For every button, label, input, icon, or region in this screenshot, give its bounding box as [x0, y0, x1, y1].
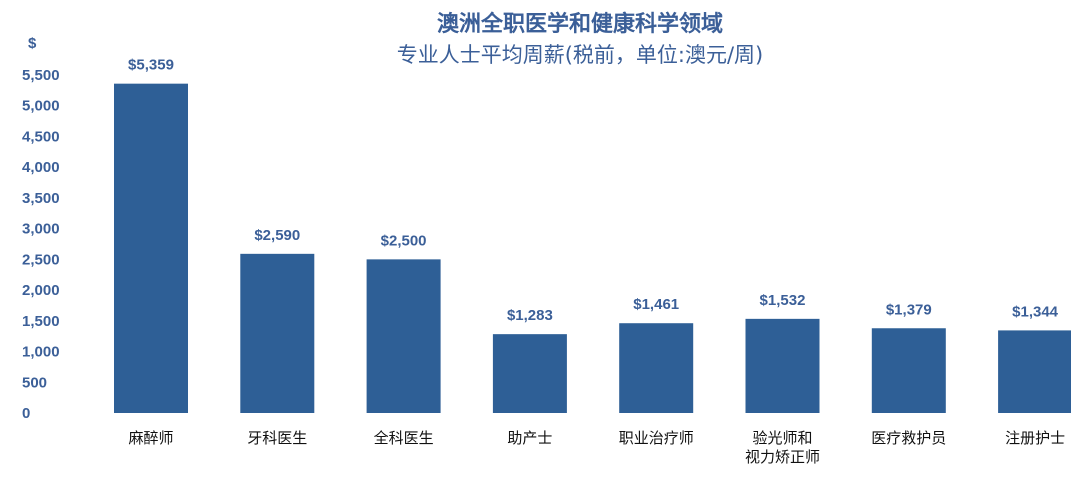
bar	[114, 83, 188, 413]
x-tick-label: 牙科医生	[247, 429, 307, 447]
y-tick-label: 4,500	[22, 128, 60, 145]
bar	[240, 253, 315, 413]
x-tick-label: 视力矫正师	[745, 448, 820, 466]
bars	[114, 83, 1071, 413]
data-label: $5,359	[128, 57, 174, 74]
chart-title: 澳洲全职医学和健康科学领域 专业人士平均周薪(税前，单位:澳元/周)	[300, 10, 860, 70]
y-tick-label: 4,000	[22, 159, 60, 176]
data-label: $1,283	[507, 307, 553, 324]
x-tick-label: 验光师和	[752, 429, 812, 447]
y-tick-label: 1,500	[22, 313, 60, 330]
y-tick-label: 500	[22, 374, 47, 391]
y-tick-label: 5,500	[22, 67, 60, 84]
data-label: $2,500	[381, 232, 427, 249]
chart-title-line2: 专业人士平均周薪(税前，单位:澳元/周)	[396, 43, 764, 67]
data-label: $1,344	[1012, 303, 1059, 320]
x-tick-label: 医疗救护员	[871, 429, 946, 447]
y-axis-unit: $	[28, 35, 37, 52]
bar	[619, 323, 694, 413]
x-tick-label: 麻醉师	[128, 429, 173, 447]
data-label: $1,461	[633, 296, 679, 313]
x-tick-label: 全科医生	[374, 429, 434, 447]
data-labels: $5,359 $2,590 $2,500 $1,283 $1,461 $1,532 $1,3…	[128, 57, 1059, 324]
chart-title-line1: 澳洲全职医学和健康科学领域	[436, 12, 723, 37]
data-label: $1,532	[760, 292, 806, 309]
data-label: $1,379	[886, 301, 932, 318]
bar	[998, 330, 1071, 413]
bar	[366, 259, 441, 413]
x-tick-label: 职业治疗师	[619, 429, 694, 447]
x-tick-label: 助产士	[507, 429, 552, 447]
y-tick-label: 3,000	[22, 221, 60, 238]
y-axis: $0 500 1,000 1,500 2,000 2,500 3,000 3,500 4,000…	[22, 35, 60, 422]
y-tick-label: 5,000	[22, 98, 60, 115]
bar	[745, 318, 820, 413]
y-tick-label: 2,000	[22, 282, 60, 299]
y-tick-label: 3,500	[22, 190, 60, 207]
x-tick-label: 注册护士	[1005, 429, 1065, 447]
data-label: $2,590	[254, 227, 300, 244]
bar	[871, 328, 946, 413]
y-tick-label: 0	[22, 405, 30, 422]
y-tick-label: 1,000	[22, 344, 60, 361]
bar	[492, 334, 567, 413]
y-tick-label: 2,500	[22, 251, 60, 268]
